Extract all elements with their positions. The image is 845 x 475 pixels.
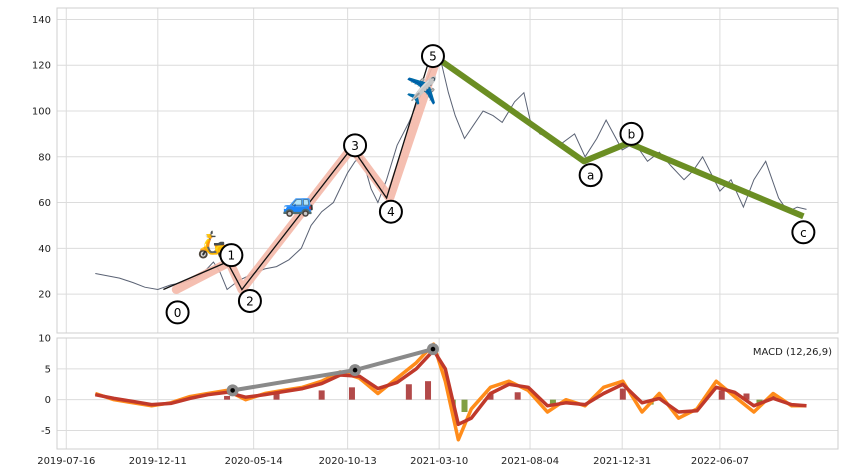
- macd-histogram-bar: [743, 393, 750, 400]
- price-y-tick-label: 60: [38, 198, 51, 209]
- x-tick-label: 2021-12-31: [593, 456, 651, 467]
- impulse-wave-line: [163, 53, 432, 291]
- macd-histogram-bar: [224, 395, 231, 400]
- emoji-marker: ✈️: [406, 75, 438, 107]
- macd-histogram-bar: [425, 381, 432, 400]
- x-tick-label: 2019-12-11: [129, 456, 187, 467]
- macd-y-tick-label: 10: [38, 334, 51, 345]
- macd-annotation: MACD (12,26,9): [753, 347, 832, 358]
- wave-label-text: b: [628, 127, 636, 141]
- x-tick-label: 2019-07-16: [37, 456, 95, 467]
- macd-histogram-bar: [405, 384, 412, 400]
- correction-wave-line: [429, 51, 805, 220]
- signal-line: [94, 348, 807, 427]
- wave-label-circle: [619, 121, 644, 146]
- macd-histogram-bar: [514, 392, 521, 400]
- macd-histogram-bar: [487, 393, 494, 400]
- macd-histogram-bar: [318, 390, 325, 400]
- price-y-tick-label: 40: [38, 244, 51, 255]
- wave-label-text: 3: [351, 139, 359, 153]
- price-y-tick-label: 80: [38, 152, 51, 163]
- price-axes-frame: [56, 7, 839, 334]
- wave-label-circle: [343, 133, 368, 158]
- macd-histogram-bar: [619, 388, 626, 400]
- wave-label-text: 2: [246, 294, 254, 308]
- wave-label-circle: [791, 220, 816, 245]
- wave-label-text: 4: [387, 205, 395, 219]
- macd-histogram-bar: [461, 399, 468, 412]
- x-tick-label: 2021-03-10: [410, 456, 468, 467]
- x-tick-label: 2020-05-14: [225, 456, 283, 467]
- wave-label-text: a: [587, 169, 594, 183]
- wave-label-text: 1: [228, 249, 236, 263]
- macd-histogram-bar: [549, 399, 556, 406]
- macd-histogram-bar: [273, 393, 280, 400]
- wave-label-text: 5: [429, 50, 437, 64]
- price-y-tick-label: 140: [32, 15, 51, 26]
- macd-wave-node-dot: [430, 346, 436, 352]
- wave-label-circle: [237, 288, 262, 313]
- x-tick-label: 2021-08-04: [501, 456, 559, 467]
- macd-histogram-bar: [348, 387, 355, 400]
- wave-label-text: 0: [174, 306, 182, 320]
- wave-label-circle: [578, 163, 603, 188]
- price-y-tick-label: 100: [32, 106, 51, 117]
- wave-label-circle: [165, 300, 190, 325]
- macd-y-tick-label: -5: [41, 426, 51, 437]
- macd-wave-node-dot: [230, 388, 235, 393]
- wave-label-circle: [219, 243, 244, 268]
- wave-label-circle: [378, 199, 403, 224]
- wave-label-text: c: [800, 226, 807, 240]
- emoji-marker: 🚙: [282, 189, 314, 219]
- macd-layer: [94, 342, 807, 442]
- wave-label-circle: [420, 44, 445, 69]
- macd-y-tick-label: 0: [45, 395, 51, 406]
- price-y-tick-label: 20: [38, 290, 51, 301]
- axis-labels: 2019-07-16 2019-12-11 2020-05-14 2020-10-13…: [32, 15, 749, 467]
- price-y-tick-label: 120: [32, 61, 51, 72]
- x-tick-label: 2022-06-07: [691, 456, 749, 467]
- macd-wave-node-dot: [352, 367, 358, 373]
- macd-axes-frame: [56, 337, 839, 450]
- macd-histogram-bar: [718, 390, 725, 400]
- x-tick-label: 2020-10-13: [319, 456, 377, 467]
- macd-y-tick-label: 5: [45, 364, 51, 375]
